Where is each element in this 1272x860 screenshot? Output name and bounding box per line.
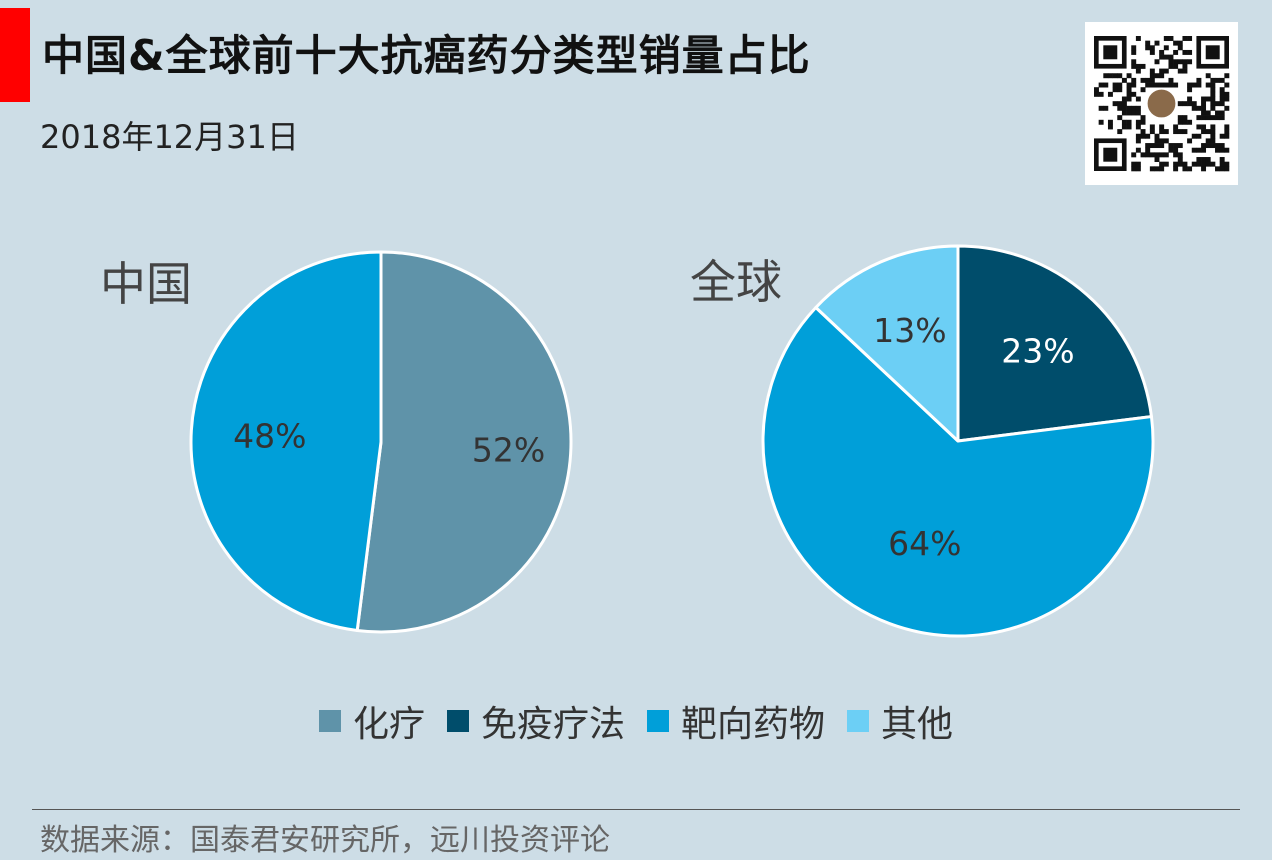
legend-label-3: 其他 (881, 704, 954, 745)
chart-title: 中国&全球前十大抗癌药分类型销量占比 (42, 31, 811, 80)
legend-item-0: 化疗 (318, 695, 425, 747)
slice-label-0-1: 48% (233, 416, 306, 455)
slice-label-1-2: 13% (873, 311, 946, 350)
pie-slice-0-1 (189, 250, 383, 633)
legend-swatch-2 (647, 710, 669, 732)
pie-slice-1-2 (814, 244, 960, 443)
legend-swatch-3 (847, 710, 870, 732)
chart-date: 2018年12月31日 (40, 118, 299, 156)
pie-slice-0-0 (355, 250, 573, 634)
pie-title-1: 全球 (690, 255, 782, 309)
legend-label-0: 化疗 (352, 704, 425, 745)
qr-code-icon (1094, 36, 1230, 172)
legend-swatch-1 (446, 710, 469, 732)
slice-label-1-1: 64% (888, 524, 961, 563)
pie-title-0: 中国 (100, 257, 192, 311)
source-note: 数据来源：国泰君安研究所，远川投资评论 (40, 823, 610, 858)
legend-item-1: 免疫疗法 (446, 695, 625, 747)
slice-label-0-0: 52% (472, 430, 545, 469)
legend: 化疗 免疫疗法 靶向药物 其他 (0, 695, 1272, 747)
pie-slice-1-1 (761, 306, 1155, 638)
legend-label-1: 免疫疗法 (480, 704, 625, 745)
accent-bar (0, 8, 30, 102)
legend-label-2: 靶向药物 (681, 704, 826, 745)
qr-code (1085, 22, 1238, 185)
legend-swatch-0 (318, 710, 341, 732)
slice-label-1-0: 23% (1001, 331, 1074, 370)
legend-item-2: 靶向药物 (647, 695, 825, 747)
footer-divider (32, 809, 1240, 810)
pie-slice-1-0 (956, 244, 1153, 443)
legend-item-3: 其他 (847, 695, 953, 747)
pie-charts: 中国 52% 48% 全球 23% 64% 13% (100, 244, 1155, 638)
